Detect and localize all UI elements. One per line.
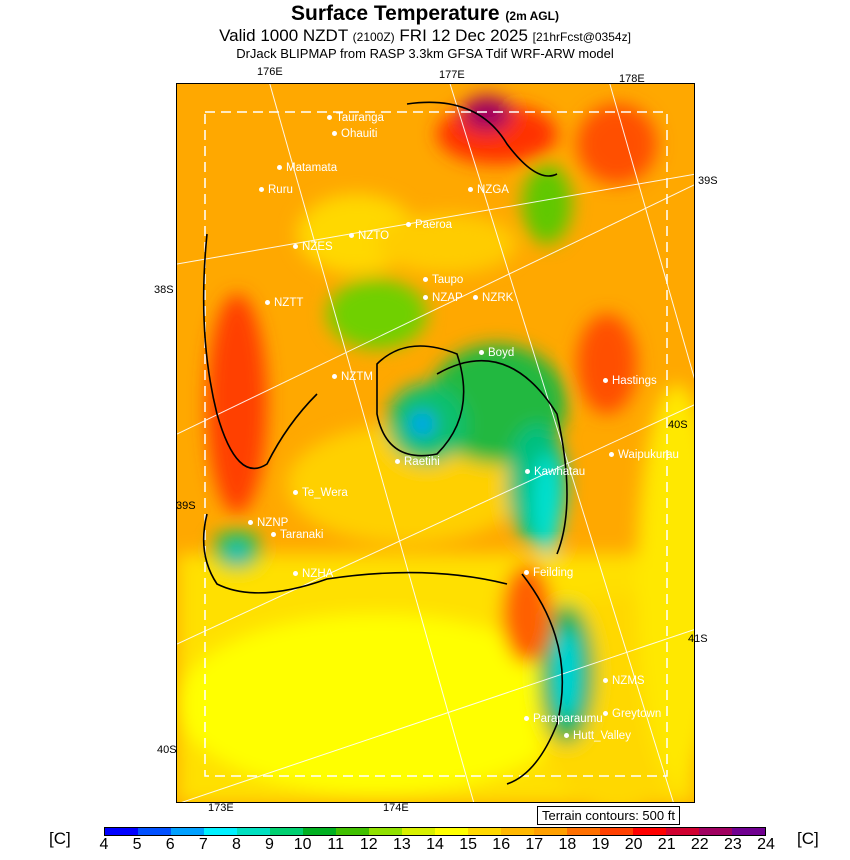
colorbar-tick-label: 10 (293, 836, 312, 853)
lat-label: 39S (698, 175, 718, 187)
model-line: DrJack BLIPMAP from RASP 3.3km GFSA Tdif… (236, 46, 614, 61)
colorbar-swatch (666, 828, 699, 835)
colorbar-swatch (303, 828, 336, 835)
colorbar-tick-label: 5 (132, 836, 142, 853)
colorbar-tick-label: 22 (690, 836, 709, 853)
station-label: Ohauiti (332, 128, 377, 140)
colorbar-tick-label: 17 (525, 836, 544, 853)
forecast-info: [21hrFcst@0354z] (532, 30, 631, 44)
chart-title: Surface Temperature (2m AGL) (0, 2, 850, 26)
colorbar-tick-label: 11 (327, 836, 344, 853)
station-label: NZTO (349, 230, 389, 242)
colorbar-swatch (138, 828, 171, 835)
station-label: Greytown (603, 708, 661, 720)
colorbar-swatch (600, 828, 633, 835)
valid-date: FRI 12 Dec 2025 (399, 26, 528, 45)
colorbar-swatch (567, 828, 600, 835)
lon-label: 173E (208, 802, 234, 814)
colorbar-swatch (171, 828, 204, 835)
station-label: Waipukurau (609, 449, 679, 461)
station-label: Ruru (259, 184, 293, 196)
colorbar-tick-label: 16 (492, 836, 511, 853)
station-label: Raetihi (395, 456, 440, 468)
station-label: Tauranga (327, 112, 384, 124)
station-label: NZHA (293, 568, 333, 580)
lat-label: 40S (157, 744, 177, 756)
station-label: NZES (293, 241, 333, 253)
lon-label: 178E (619, 73, 645, 85)
lon-label: 174E (383, 802, 409, 814)
station-label: Taupo (423, 274, 463, 286)
station-label: NZTM (332, 371, 373, 383)
colorbar-swatch (270, 828, 303, 835)
colorbar-swatch (105, 828, 138, 835)
colorbar-swatch (336, 828, 369, 835)
lat-label: 41S (688, 633, 708, 645)
station-label: Matamata (277, 162, 337, 174)
station-label: NZMS (603, 675, 645, 687)
colorbar-unit-right: [C] (797, 829, 819, 848)
lat-label: 40S (668, 419, 688, 431)
colorbar-tick-label: 8 (231, 836, 241, 853)
colorbar-swatch (699, 828, 732, 835)
station-label: Kawhatau (525, 466, 585, 478)
colorbar-tick-label: 4 (99, 836, 109, 853)
colorbar-tick-label: 14 (426, 836, 444, 853)
valid-line: Valid 1000 NZDT (2100Z) FRI 12 Dec 2025 … (0, 26, 850, 46)
colorbar-swatch (534, 828, 567, 835)
lat-label: 38S (154, 284, 174, 296)
station-label: NZAP (423, 292, 463, 304)
colorbar-tick-label: 6 (165, 836, 175, 853)
colorbar-tick-label: 19 (591, 836, 610, 853)
colorbar-swatch (402, 828, 435, 835)
colorbar-tick-label: 18 (558, 836, 577, 853)
colorbar-swatch (732, 828, 765, 835)
valid-time: Valid 1000 NZDT (219, 26, 348, 45)
station-label: NZGA (468, 184, 509, 196)
colorbar (104, 827, 766, 836)
station-label: NZRK (473, 292, 513, 304)
colorbar-tick-label: 13 (392, 836, 411, 853)
colorbar-tick-label: 9 (265, 836, 274, 853)
station-label: Taranaki (271, 529, 323, 541)
station-label: Feilding (524, 567, 573, 579)
colorbar-tick-label: 12 (359, 836, 378, 853)
station-label: Hutt_Valley (564, 730, 631, 742)
terrain-contours-note: Terrain contours: 500 ft (537, 806, 680, 825)
colorbar-swatch (468, 828, 501, 835)
colorbar-swatch (369, 828, 402, 835)
title-main: Surface Temperature (291, 2, 500, 25)
colorbar-ticks: 4 5 6 7 8 9 10 11 12 13 14 15 16 17 18 19 20 21 22 23 24 (100, 836, 775, 858)
colorbar-swatch (633, 828, 666, 835)
station-label: NZTT (265, 297, 303, 309)
colorbar-tick-label: 21 (657, 836, 676, 853)
temperature-field (177, 84, 694, 802)
colorbar-tick-label: 15 (459, 836, 477, 853)
title-sub: (2m AGL) (505, 9, 559, 23)
colorbar-swatch (204, 828, 237, 835)
utc-time: (2100Z) (352, 30, 395, 44)
lat-label: 39S (176, 500, 196, 512)
station-label: NZNP (248, 517, 288, 529)
colorbar-tick-label: 7 (198, 836, 208, 853)
colorbar-tick-label: 23 (723, 836, 742, 853)
station-label: Te_Wera (293, 487, 348, 499)
colorbar-tick-label: 20 (624, 836, 643, 853)
colorbar-swatch (435, 828, 468, 835)
lon-label: 176E (257, 66, 283, 78)
lon-label: 177E (439, 69, 465, 81)
colorbar-unit-left: [C] (49, 829, 71, 848)
colorbar-swatch (501, 828, 534, 835)
colorbar-tick-label: 24 (757, 836, 775, 853)
station-label: Boyd (479, 347, 514, 359)
station-label: Hastings (603, 375, 657, 387)
station-label: Paeroa (406, 219, 452, 231)
temperature-map[interactable]: Tauranga Ohauiti Matamata Ruru NZGA Paer… (176, 83, 695, 803)
colorbar-swatch (237, 828, 270, 835)
station-label: Paraparaumu (524, 713, 603, 725)
